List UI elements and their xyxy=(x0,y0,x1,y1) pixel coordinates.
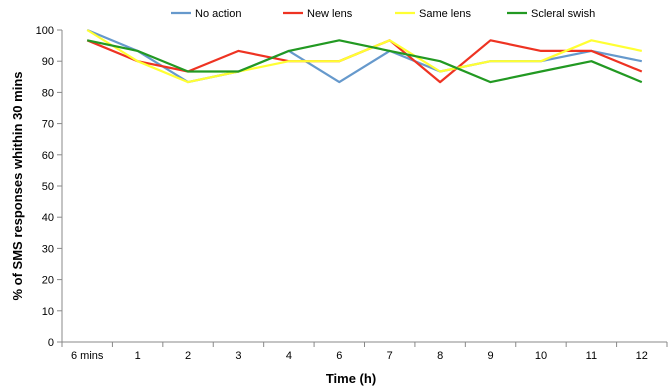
y-tick-label: 40 xyxy=(42,212,54,224)
x-tick-label: 7 xyxy=(387,350,393,362)
x-tick-label: 8 xyxy=(437,350,443,362)
y-tick-label: 30 xyxy=(42,243,54,255)
x-tick-label: 12 xyxy=(636,350,648,362)
y-axis-ticks: 0 10 20 30 40 50 60 70 80 90 100 xyxy=(36,25,62,349)
x-tick-label: 11 xyxy=(586,350,597,362)
y-tick-label: 90 xyxy=(42,56,54,68)
y-tick-label: 10 xyxy=(42,306,54,318)
legend-label-new-lens: New lens xyxy=(307,8,353,20)
x-tick-label: 6 xyxy=(336,350,342,362)
y-tick-label: 60 xyxy=(42,150,54,162)
axes xyxy=(61,30,667,343)
y-tick-label: 70 xyxy=(42,119,54,131)
y-tick-label: 50 xyxy=(42,181,54,193)
x-tick-label: 6 mins xyxy=(71,350,104,362)
x-tick-label: 4 xyxy=(286,350,292,362)
legend-label-scleral-swish: Scleral swish xyxy=(531,8,595,20)
x-tick-label: 3 xyxy=(235,350,241,362)
series-line-same-lens xyxy=(86,29,643,84)
series-line-no-action xyxy=(86,28,643,84)
y-tick-label: 80 xyxy=(42,87,54,99)
series-line-scleral-swish xyxy=(86,39,643,84)
legend-label-no-action: No action xyxy=(195,8,241,20)
x-tick-label: 9 xyxy=(487,350,493,362)
x-tick-label: 1 xyxy=(135,350,141,362)
x-axis-title: Time (h) xyxy=(326,371,376,386)
y-axis-title: % of SMS responses whithin 30 mins xyxy=(10,72,25,301)
legend: No action New lens Same lens Scleral swish xyxy=(171,8,595,20)
legend-label-same-lens: Same lens xyxy=(419,8,471,20)
y-tick-label: 100 xyxy=(36,25,54,37)
y-tick-label: 0 xyxy=(48,337,54,349)
x-axis-ticks: 6 mins 1 2 3 4 6 7 8 9 10 11 12 xyxy=(61,342,668,362)
series-lines xyxy=(86,28,643,84)
x-tick-label: 2 xyxy=(185,350,191,362)
y-tick-label: 20 xyxy=(42,275,54,287)
x-tick-label: 10 xyxy=(535,350,547,362)
